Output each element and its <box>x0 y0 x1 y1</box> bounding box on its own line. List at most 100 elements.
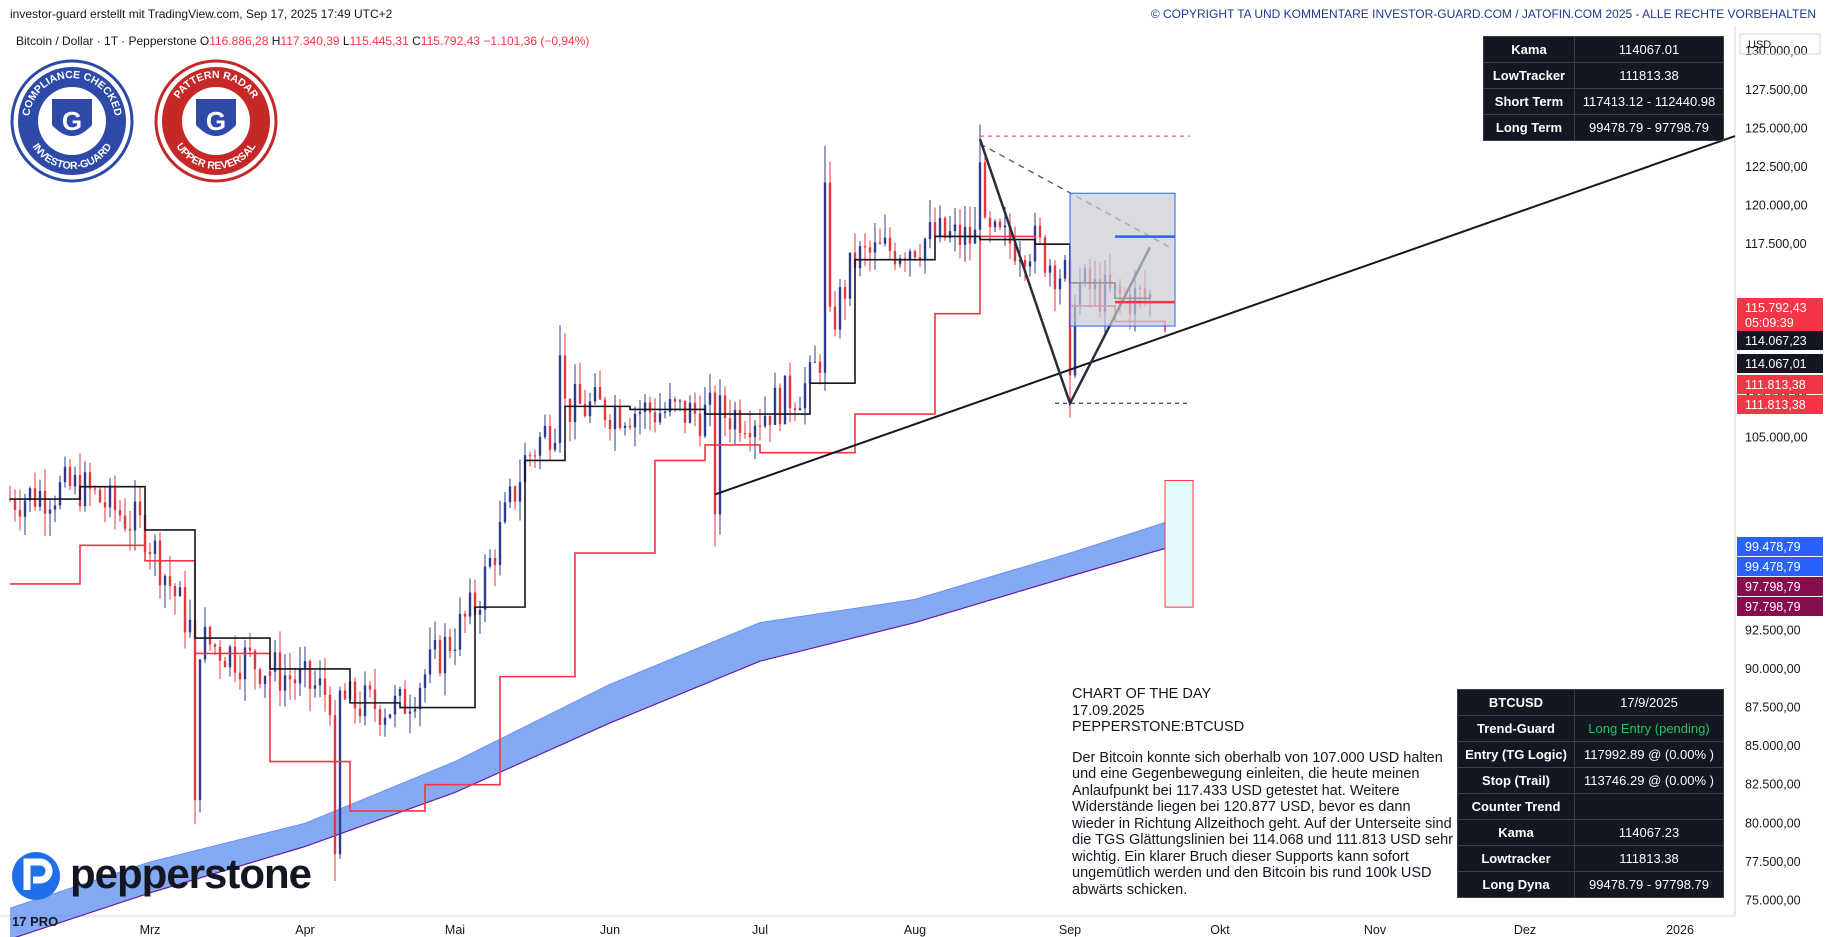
candle-body <box>708 392 712 405</box>
summary-row: Kama 114067.01 <box>1483 36 1724 63</box>
candle-body <box>783 375 787 425</box>
trend-guard-row: Trend-Guard Long Entry (pending) <box>1457 715 1724 742</box>
candle-body <box>283 675 287 691</box>
candle-body <box>703 404 707 437</box>
candle-body <box>463 613 467 617</box>
candle-body <box>548 425 552 450</box>
trend-guard-row: Lowtracker 111813.38 <box>1457 845 1724 872</box>
note-title: CHART OF THE DAY <box>1072 686 1212 702</box>
trend-guard-row: Kama 114067.23 <box>1457 819 1724 846</box>
trend-guard-value: 117992.89 @ (0.00% ) <box>1574 741 1724 768</box>
trend-guard-value <box>1574 793 1724 820</box>
candle-body <box>253 650 257 670</box>
candle-body <box>168 575 172 586</box>
compliance-badge-shield-icon <box>52 99 92 136</box>
pepperstone-wordmark: pepperstone <box>70 850 312 897</box>
candle-body <box>148 551 152 554</box>
candle-body <box>238 672 242 680</box>
x-axis-tick-label: Jul <box>752 923 768 937</box>
candle-body <box>28 488 32 501</box>
candle-body <box>423 674 427 688</box>
y-axis-tick-label: 85.000,00 <box>1745 739 1801 753</box>
price-label-tag <box>1737 537 1823 556</box>
candle-body <box>848 252 852 299</box>
x-axis-tick-label: Dez <box>1514 923 1536 937</box>
candle-body <box>233 646 237 673</box>
candle-body <box>828 182 832 307</box>
candle-body <box>673 398 677 402</box>
candle-body <box>513 486 517 502</box>
note-symbol: PEPPERSTONE:BTCUSD <box>1072 719 1245 735</box>
candle-body <box>333 715 337 855</box>
candle-body <box>108 485 112 508</box>
y-axis-tick-label: 75.000,00 <box>1745 894 1801 908</box>
trend-guard-key: Kama <box>1457 819 1575 846</box>
candle-body <box>748 433 752 438</box>
candle-body <box>343 690 347 700</box>
note-text: Der Bitcoin konnte sich oberhalb von 107… <box>1072 749 1454 898</box>
support-trendline <box>714 135 1736 496</box>
candle-body <box>293 679 297 684</box>
candle-body <box>603 399 607 421</box>
candle-body <box>103 502 107 508</box>
tradingview-logo: 17 PRO <box>12 914 59 929</box>
candle-body <box>23 500 27 517</box>
candle-body <box>643 402 647 412</box>
x-axis-tick-label: Jun <box>600 923 620 937</box>
candle-body <box>958 224 962 245</box>
candle-body <box>633 413 637 428</box>
candle-body <box>533 455 537 457</box>
candle-body <box>198 659 202 801</box>
currency-label: USD <box>1748 39 1771 51</box>
candle-body <box>678 400 682 402</box>
trend-guard-key: Entry (TG Logic) <box>1457 741 1575 768</box>
summary-value: 111813.38 <box>1574 62 1724 89</box>
price-label-tag <box>1737 298 1823 332</box>
price-label-text: 97.798,79 <box>1745 600 1801 614</box>
candle-body <box>493 558 497 566</box>
candle-body <box>1003 225 1007 228</box>
trend-guard-value: 111813.38 <box>1574 845 1724 872</box>
chart-of-the-day-note: CHART OF THE DAY 17.09.2025 PEPPERSTONE:… <box>1072 686 1457 898</box>
candle-body <box>278 652 282 691</box>
x-axis-tick-label: Mrz <box>140 923 161 937</box>
x-axis-tick-label: Apr <box>295 923 314 937</box>
pattern-radar-badge-letter: G <box>206 106 226 136</box>
candle-body <box>263 675 267 685</box>
candle-body <box>183 587 187 633</box>
candle-body <box>918 257 922 260</box>
header-bar: investor-guard erstellt mit TradingView.… <box>0 0 1828 26</box>
candle-body <box>98 489 102 503</box>
candle-body <box>838 287 842 330</box>
candle-body <box>1013 243 1017 262</box>
candle-body <box>668 398 672 412</box>
candle-body <box>728 418 732 430</box>
pepperstone-mark-icon <box>12 852 60 900</box>
candle-body <box>613 407 617 430</box>
trend-guard-value: 113746.29 @ (0.00% ) <box>1574 767 1724 794</box>
price-label-tag <box>1737 375 1823 394</box>
candle-body <box>1053 265 1057 290</box>
candle-body <box>928 222 932 239</box>
price-label-text: 99.478,79 <box>1745 560 1801 574</box>
candle-body <box>563 355 567 399</box>
target-zone-box <box>1069 192 1176 327</box>
candle-body <box>118 510 122 516</box>
candle-body <box>608 420 612 430</box>
candle-body <box>93 488 97 490</box>
candle-body <box>583 403 587 417</box>
candle-body <box>763 415 767 427</box>
kama-line <box>10 235 1151 709</box>
summary-key: Short Term <box>1483 88 1575 115</box>
candle-body <box>478 609 482 615</box>
candle-body <box>773 387 777 425</box>
price-label-text: 99.478,79 <box>1745 540 1801 554</box>
candle-body <box>818 361 822 373</box>
candle-body <box>718 395 722 515</box>
candle-body <box>688 402 692 423</box>
candle-body <box>483 566 487 610</box>
candle-body <box>798 408 802 411</box>
candle-body <box>768 415 772 425</box>
y-axis-tick-label: 90.000,00 <box>1745 662 1801 676</box>
